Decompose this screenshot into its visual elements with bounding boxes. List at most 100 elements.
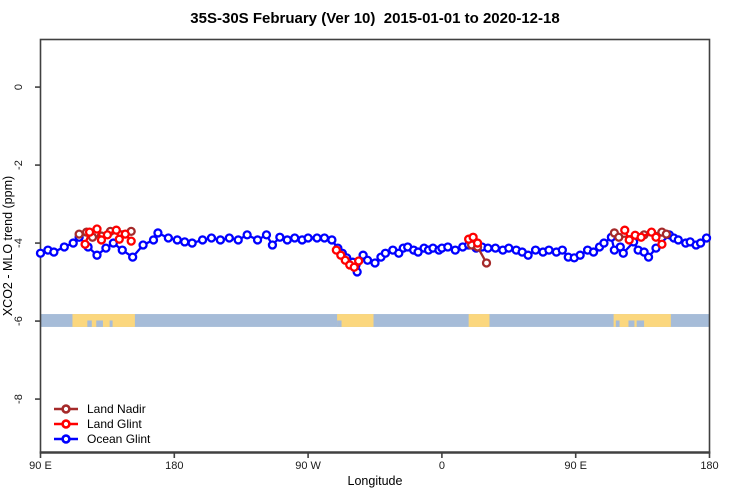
ocean-glint-point bbox=[261, 230, 272, 240]
ocean-glint-point bbox=[695, 238, 706, 248]
legend-symbol-icon bbox=[54, 419, 78, 429]
land-glint-point bbox=[349, 262, 359, 272]
land-glint-point bbox=[120, 229, 130, 239]
land-nadir-point bbox=[661, 229, 672, 239]
legend-label: Land Nadir bbox=[87, 402, 146, 416]
land-glint-point bbox=[92, 224, 102, 234]
ocean-glint-point bbox=[252, 235, 263, 245]
land-glint-point bbox=[620, 225, 630, 235]
land-nadir-point bbox=[481, 258, 492, 268]
land-patch bbox=[468, 314, 490, 327]
coast-notch bbox=[87, 320, 92, 327]
ocean-glint-point bbox=[504, 243, 514, 253]
ocean-glint-point bbox=[275, 232, 285, 242]
ocean-glint-point bbox=[370, 258, 380, 268]
ocean-glint-point bbox=[68, 238, 78, 248]
legend-item-ocean-glint: Ocean Glint bbox=[53, 432, 150, 446]
land-glint-point bbox=[96, 235, 107, 245]
x-tick-label: 90 E bbox=[564, 460, 587, 472]
ocean-glint-point bbox=[443, 242, 453, 252]
coast-notch bbox=[636, 320, 645, 327]
ocean-glint-point bbox=[138, 240, 148, 250]
y-tick-label: -2 bbox=[13, 160, 25, 170]
ocean-glint-point bbox=[148, 235, 159, 245]
legend-symbol-icon bbox=[54, 434, 78, 444]
ocean-glint-point bbox=[117, 245, 127, 255]
ocean-glint-point bbox=[49, 247, 59, 257]
land-glint-point bbox=[636, 232, 646, 242]
x-tick-label: 180 bbox=[700, 460, 718, 472]
land-patch bbox=[337, 314, 374, 327]
x-axis-title: Longitude bbox=[348, 474, 403, 488]
ocean-glint-point bbox=[362, 255, 373, 265]
land-glint-point bbox=[126, 236, 136, 246]
x-tick-label: 180 bbox=[165, 460, 183, 472]
land-nadir-point bbox=[74, 229, 84, 239]
ocean-glint-point bbox=[187, 238, 197, 248]
land-glint-point bbox=[353, 256, 364, 266]
ocean-glint-point bbox=[180, 237, 190, 247]
coast-notch bbox=[337, 320, 342, 327]
legend: Land Nadir Land Glint Ocean Glint bbox=[53, 402, 150, 446]
land-glint-point bbox=[468, 232, 478, 242]
land-patch bbox=[72, 314, 135, 327]
y-axis-title: XCO2 - MLO trend (ppm) bbox=[1, 176, 15, 316]
ocean-glint-point bbox=[215, 235, 226, 245]
ocean-glint-point bbox=[319, 233, 330, 243]
land-nadir-point bbox=[614, 232, 624, 242]
ocean-glint-point bbox=[327, 235, 337, 245]
land-glint-point bbox=[84, 227, 95, 237]
ocean-glint-point bbox=[575, 250, 585, 260]
legend-item-land-nadir: Land Nadir bbox=[53, 402, 150, 416]
ocean-glint-point bbox=[588, 247, 599, 257]
ocean-glint-point bbox=[35, 248, 46, 258]
ocean-glint-point bbox=[312, 233, 322, 243]
ocean-glint-point bbox=[153, 228, 163, 238]
ocean-glint-point bbox=[206, 233, 217, 243]
ocean-glint-point bbox=[163, 233, 174, 243]
legend-label: Ocean Glint bbox=[87, 432, 151, 446]
land-glint-point bbox=[657, 239, 667, 249]
ocean-glint-point bbox=[701, 233, 712, 243]
coast-notch bbox=[96, 320, 103, 327]
legend-symbol-icon bbox=[54, 404, 78, 414]
ocean-glint-point bbox=[483, 243, 493, 253]
ocean-glint-point bbox=[92, 250, 102, 260]
ocean-glint-point bbox=[490, 243, 501, 253]
x-tick-label: 90 W bbox=[295, 460, 321, 472]
legend-label: Land Glint bbox=[87, 417, 142, 431]
chart-title: 35S-30S February (Ver 10) 2015-01-01 to … bbox=[190, 10, 560, 27]
ocean-glint-point bbox=[172, 235, 182, 245]
y-tick-label: -8 bbox=[13, 394, 25, 404]
ocean-glint-point bbox=[282, 235, 292, 245]
land-glint-point bbox=[624, 235, 634, 245]
ocean-glint-point bbox=[267, 240, 278, 250]
ocean-glint-point bbox=[59, 242, 69, 252]
ocean-glint-point bbox=[128, 252, 138, 262]
ocean-glint-point bbox=[224, 233, 234, 243]
ocean-glint-point bbox=[673, 235, 683, 245]
ocean-glint-point bbox=[380, 248, 391, 258]
ocean-glint-point bbox=[618, 248, 628, 258]
land-glint-point bbox=[102, 230, 113, 240]
land-glint-point bbox=[111, 225, 121, 235]
ocean-glint-point bbox=[303, 233, 313, 243]
land-glint-point bbox=[80, 239, 90, 249]
ocean-glint-point bbox=[599, 238, 609, 248]
y-tick-label: 0 bbox=[13, 84, 25, 90]
land-glint-point bbox=[114, 234, 124, 244]
x-tick-label: 0 bbox=[439, 460, 445, 472]
land-glint-point bbox=[472, 238, 483, 248]
land-glint-point bbox=[651, 232, 661, 242]
ocean-strip bbox=[40, 314, 710, 327]
ocean-glint-point bbox=[290, 233, 300, 243]
ocean-glint-point bbox=[450, 245, 460, 255]
coast-notch bbox=[615, 320, 620, 327]
legend-item-land-glint: Land Glint bbox=[53, 417, 150, 431]
ocean-glint-point bbox=[197, 235, 208, 245]
x-tick-label: 90 E bbox=[29, 460, 52, 472]
ocean-glint-point bbox=[557, 245, 567, 255]
y-tick-label: -6 bbox=[13, 316, 25, 326]
